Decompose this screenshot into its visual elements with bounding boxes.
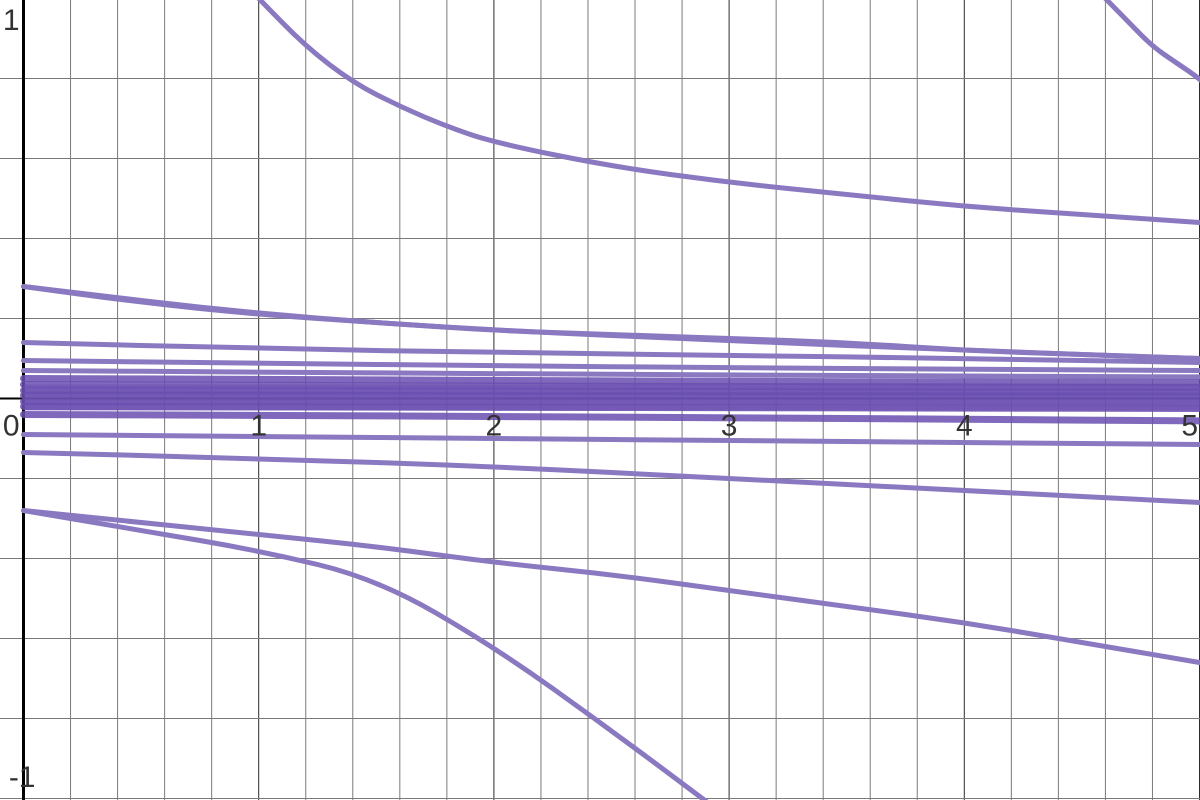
x-tick-label: 3: [721, 410, 738, 443]
y-tick-label: -1: [9, 761, 36, 794]
series-line-14: [21, 508, 1200, 665]
series-line-15: [21, 284, 1200, 361]
series-line-3: [21, 358, 1200, 373]
x-tick-label: 0: [3, 410, 20, 443]
series-line-13: [21, 450, 1200, 505]
x-tick-label: 4: [956, 410, 973, 443]
series-line-2: [21, 340, 1200, 365]
tick-labels: 0 1 2 3 4 5 1 -1: [3, 4, 1198, 794]
series-line-18: [1103, 0, 1200, 83]
x-tick-label: 1: [250, 410, 267, 443]
series-line-12: [21, 432, 1200, 447]
curves: [20, 0, 1200, 800]
series-line-11: [20, 411, 1200, 425]
x-tick-label: 5: [1181, 410, 1198, 443]
series-line-4: [21, 368, 1200, 380]
series-line-16: [21, 508, 709, 800]
y-tick-label: 1: [3, 4, 20, 37]
series-line-17: [256, 0, 1200, 225]
x-tick-label: 2: [486, 410, 503, 443]
dense-curve-band: [23, 384, 1200, 411]
series-line-5: [20, 375, 1200, 386]
